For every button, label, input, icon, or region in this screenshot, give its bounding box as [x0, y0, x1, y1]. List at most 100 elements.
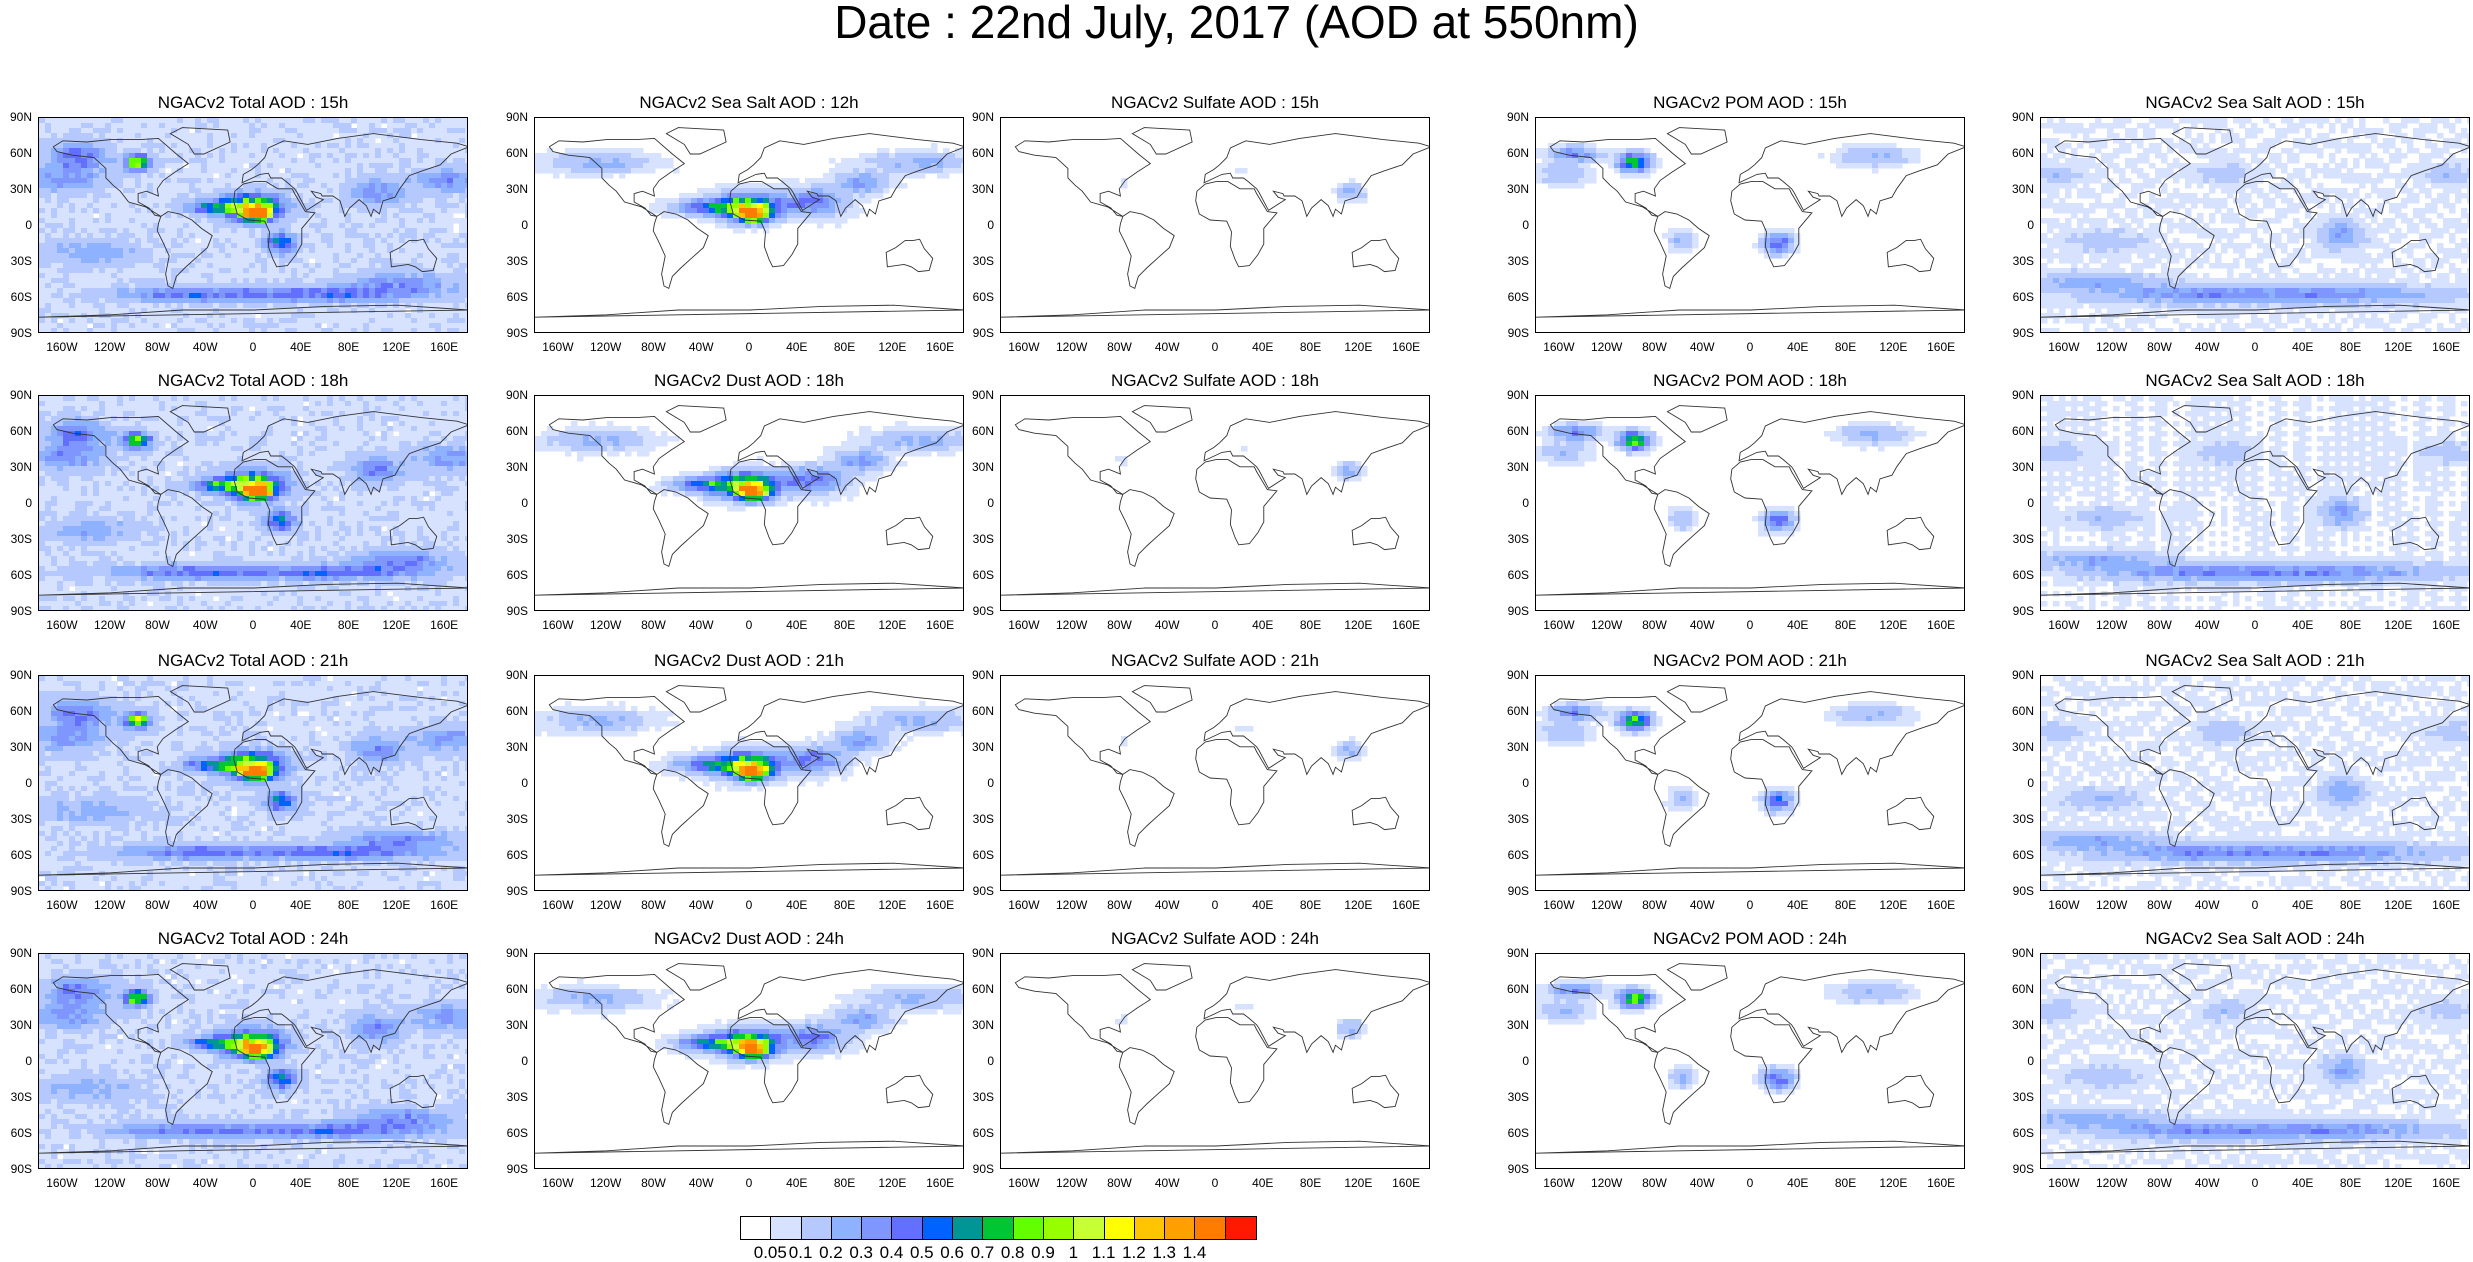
colorbar-swatch: [1074, 1217, 1104, 1239]
map-panel: [1535, 117, 1965, 333]
lon-tick-label: 80W: [2139, 341, 2179, 353]
lat-tick-label: 60S: [4, 291, 32, 303]
lon-tick-label: 160E: [2426, 899, 2466, 911]
lon-tick-label: 120E: [1338, 899, 1378, 911]
lat-tick-label: 0: [966, 777, 994, 789]
lat-tick-label: 90S: [500, 327, 528, 339]
lon-tick-label: 40W: [1147, 1177, 1187, 1189]
lon-tick-label: 160E: [1921, 899, 1961, 911]
aod-field: [535, 676, 964, 891]
lon-tick-label: 160E: [920, 1177, 960, 1189]
coastline: [1536, 305, 1965, 317]
lon-tick-label: 160W: [1004, 341, 1044, 353]
map-panel: [1535, 675, 1965, 891]
lon-tick-label: 120W: [586, 341, 626, 353]
aod-field: [535, 118, 964, 333]
coastline: [1204, 134, 1430, 217]
panel-title: NGACv2 Sea Salt AOD : 21h: [2040, 652, 2470, 670]
lon-tick-label: 40E: [777, 899, 817, 911]
lat-tick-label: 60N: [2006, 147, 2034, 159]
lat-tick-label: 30N: [4, 741, 32, 753]
lon-tick-label: 160W: [1004, 1177, 1044, 1189]
lat-tick-label: 60N: [966, 705, 994, 717]
lon-tick-label: 160E: [424, 1177, 464, 1189]
lat-tick-label: 0: [966, 497, 994, 509]
lon-tick-label: 40W: [1682, 341, 1722, 353]
lon-tick-label: 80E: [1291, 899, 1331, 911]
colorbar-swatch: [802, 1217, 832, 1239]
coastline: [1887, 517, 1934, 549]
lon-tick-label: 40W: [185, 899, 225, 911]
lat-tick-label: 90N: [966, 669, 994, 681]
panel-title: NGACv2 Dust AOD : 18h: [534, 372, 964, 390]
lat-tick-label: 0: [500, 219, 528, 231]
lon-tick-label: 80W: [137, 619, 177, 631]
lon-tick-label: 40E: [281, 1177, 321, 1189]
lat-tick-label: 90S: [966, 1163, 994, 1175]
lon-tick-label: 40E: [1243, 899, 1283, 911]
lon-tick-label: 120W: [1052, 899, 1092, 911]
lon-tick-label: 160W: [2044, 341, 2084, 353]
lon-tick-label: 40W: [1147, 341, 1187, 353]
lat-tick-label: 30N: [500, 461, 528, 473]
lon-tick-label: 0: [2235, 341, 2275, 353]
lon-tick-label: 80W: [633, 899, 673, 911]
lat-tick-label: 90N: [2006, 389, 2034, 401]
coastline: [1001, 583, 1430, 595]
lat-tick-label: 60N: [2006, 425, 2034, 437]
lon-tick-label: 160E: [424, 899, 464, 911]
panel-title: NGACv2 Sulfate AOD : 15h: [1000, 94, 1430, 112]
lon-tick-label: 160E: [424, 341, 464, 353]
lon-tick-label: 40E: [1778, 1177, 1818, 1189]
lat-tick-label: 60S: [966, 291, 994, 303]
lat-tick-label: 0: [2006, 777, 2034, 789]
lon-tick-label: 40E: [1778, 619, 1818, 631]
lat-tick-label: 60S: [966, 569, 994, 581]
coastline: [535, 863, 964, 875]
lon-tick-label: 160W: [42, 1177, 82, 1189]
lat-tick-label: 60N: [966, 983, 994, 995]
lon-tick-label: 40W: [185, 619, 225, 631]
lon-tick-label: 80E: [329, 899, 369, 911]
lat-tick-label: 90N: [1501, 389, 1529, 401]
lon-tick-label: 160W: [1539, 341, 1579, 353]
lon-tick-label: 0: [233, 1177, 273, 1189]
lon-tick-label: 0: [1730, 341, 1770, 353]
lat-tick-label: 30N: [966, 461, 994, 473]
lon-tick-label: 40E: [1243, 619, 1283, 631]
lon-tick-label: 160E: [920, 899, 960, 911]
coastline: [1132, 686, 1192, 712]
coastline: [1536, 863, 1965, 875]
lat-tick-label: 30S: [1501, 1091, 1529, 1103]
lat-tick-label: 0: [966, 1055, 994, 1067]
lon-tick-label: 40W: [1682, 619, 1722, 631]
lat-tick-label: 90N: [2006, 111, 2034, 123]
lon-tick-label: 160E: [2426, 1177, 2466, 1189]
lon-tick-label: 40W: [185, 1177, 225, 1189]
panel-title: NGACv2 Total AOD : 18h: [38, 372, 468, 390]
lon-tick-label: 120E: [376, 619, 416, 631]
lon-tick-label: 120W: [2092, 1177, 2132, 1189]
lat-tick-label: 60S: [2006, 1127, 2034, 1139]
lat-tick-label: 30S: [500, 255, 528, 267]
panel-title: NGACv2 POM AOD : 21h: [1535, 652, 1965, 670]
lat-tick-label: 60S: [1501, 849, 1529, 861]
lon-tick-label: 120W: [90, 619, 130, 631]
lon-tick-label: 160W: [2044, 619, 2084, 631]
lon-tick-label: 160E: [424, 619, 464, 631]
lat-tick-label: 60S: [1501, 291, 1529, 303]
colorbar-swatch: [771, 1217, 801, 1239]
coastline: [1196, 1018, 1277, 1103]
colorbar-swatch: [983, 1217, 1013, 1239]
lon-tick-label: 120W: [1052, 619, 1092, 631]
coastline: [1887, 797, 1934, 829]
colorbar-swatch: [1044, 1217, 1074, 1239]
lat-tick-label: 90S: [1501, 605, 1529, 617]
lat-tick-label: 60S: [966, 1127, 994, 1139]
lat-tick-label: 30N: [1501, 1019, 1529, 1031]
lat-tick-label: 90N: [1501, 669, 1529, 681]
lon-tick-label: 120W: [1052, 341, 1092, 353]
lon-tick-label: 160W: [2044, 1177, 2084, 1189]
colorbar-swatch: [1105, 1217, 1135, 1239]
lon-tick-label: 160W: [1539, 619, 1579, 631]
